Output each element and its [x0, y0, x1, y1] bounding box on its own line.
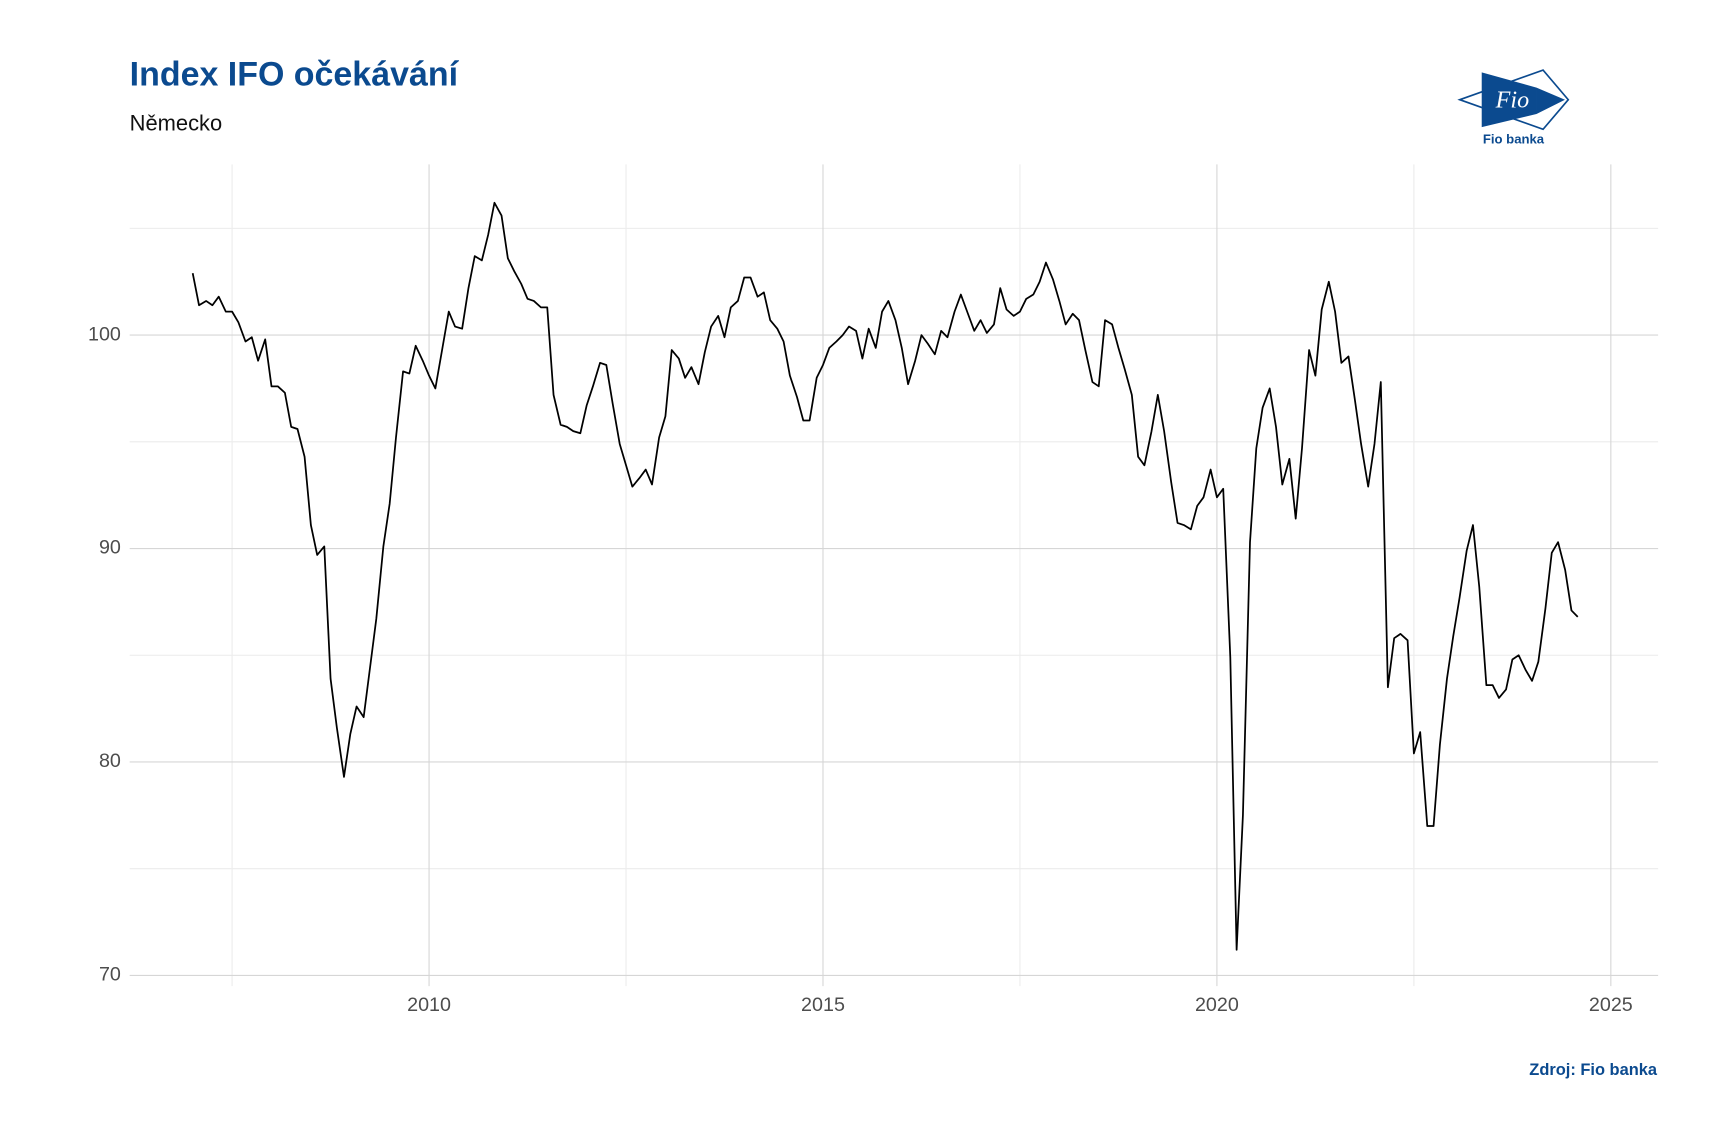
y-tick-label: 100 [88, 323, 121, 345]
x-tick-label: 2015 [801, 994, 845, 1016]
x-tick-label: 2010 [407, 994, 451, 1016]
logo: Fio Fio banka [1457, 69, 1570, 147]
logo-mark: Fio [1495, 87, 1529, 113]
y-tick-label: 70 [99, 964, 121, 986]
y-tick-label: 90 [99, 537, 121, 559]
grid: 70 80 90 100 2010 2015 2020 2025 [88, 164, 1659, 1016]
chart-title: Index IFO očekávání [130, 56, 460, 94]
chart-subtitle: Německo [130, 111, 223, 136]
x-tick-label: 2020 [1195, 994, 1239, 1016]
source: Zdroj: Fio banka [1529, 1061, 1658, 1079]
x-tick-label: 2025 [1589, 994, 1633, 1016]
y-tick-label: 80 [99, 750, 121, 772]
logo-flag [1481, 72, 1537, 128]
plot [191, 201, 1579, 951]
logo-tip [1536, 87, 1565, 114]
logo-outline [1457, 69, 1570, 131]
logo-caption: Fio banka [1483, 132, 1545, 147]
line [191, 201, 1579, 951]
